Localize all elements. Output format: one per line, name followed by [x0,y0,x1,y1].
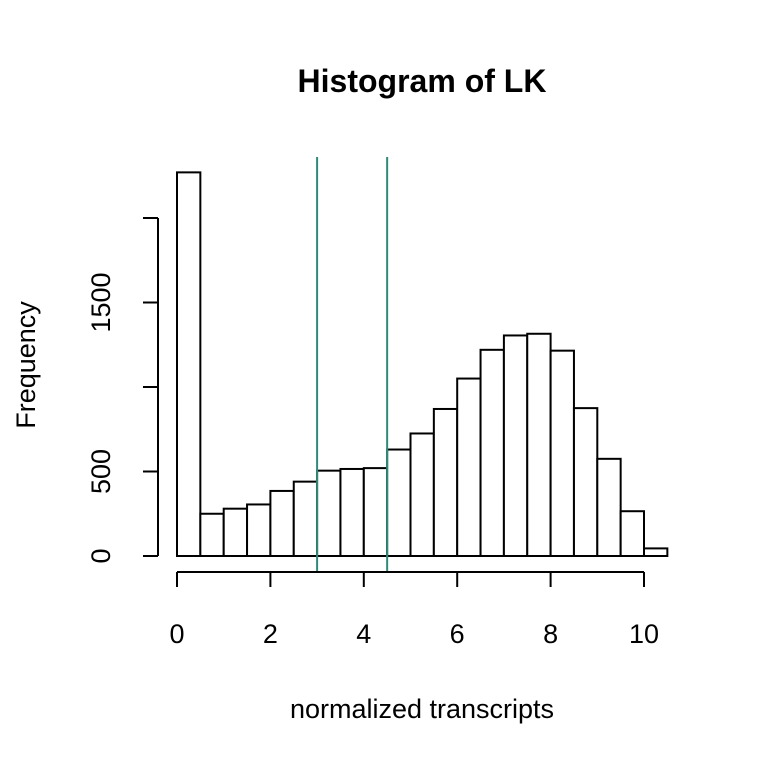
chart-title: Histogram of LK [298,63,547,99]
histogram-bar [479,348,505,557]
histogram-bar [386,448,412,557]
histogram-bar [269,489,295,557]
y-tick-label: 500 [86,449,116,494]
histogram-bar [316,469,342,557]
histogram-bar [362,467,389,557]
histogram-bar [246,503,272,557]
histogram-bar [596,457,622,558]
histogram-bar [199,512,225,557]
histogram-bar [409,432,435,558]
x-tick-label: 6 [450,619,465,649]
y-tick-label: 1500 [86,272,116,332]
histogram-bar [549,349,575,558]
x-tick-label: 10 [629,619,659,649]
histogram-bar [526,332,552,558]
x-tick-label: 4 [356,619,371,649]
histogram-bar [339,467,365,557]
y-axis: 0 500 1500 [86,217,159,564]
histogram-bar [572,407,599,557]
histogram-bar [502,334,529,557]
y-axis-label: Frequency [11,301,41,429]
histogram-bar [292,480,319,558]
x-tick-label: 0 [169,619,184,649]
histogram-bar [176,171,202,557]
histogram-bar [643,547,669,558]
y-tick-label: 0 [86,548,116,563]
histogram-bar [222,507,249,557]
histogram-bar [619,510,646,557]
histogram-bar [432,407,459,557]
x-axis: 0 2 4 6 8 10 [169,571,659,649]
x-axis-label: normalized transcripts [290,694,554,724]
reference-lines-group [316,157,389,572]
histogram-bar [456,377,482,557]
bars-group [176,171,669,558]
x-tick-label: 8 [543,619,558,649]
x-tick-label: 2 [263,619,278,649]
